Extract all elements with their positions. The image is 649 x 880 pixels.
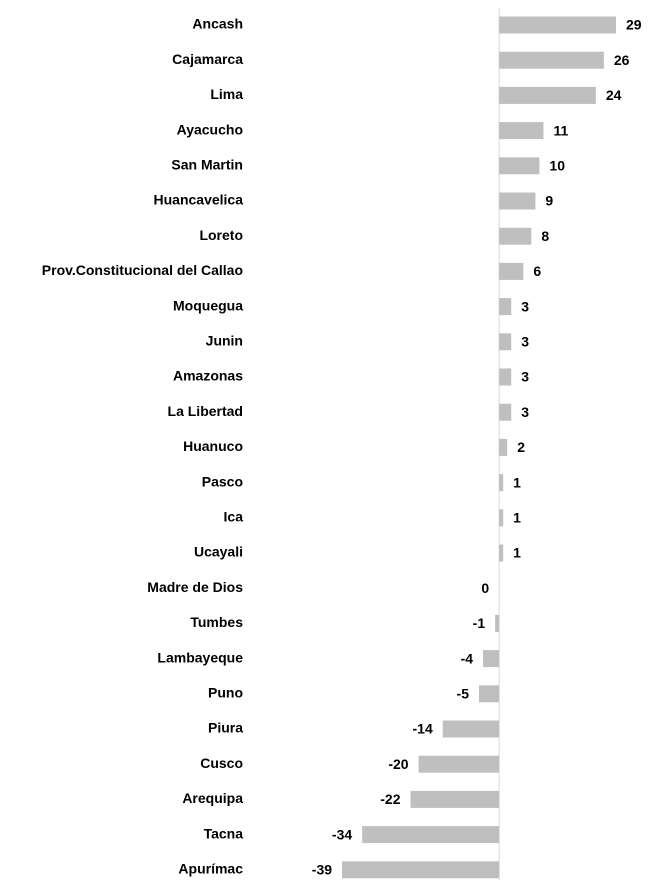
- bar: [499, 368, 512, 386]
- category-label: Huanuco: [183, 438, 243, 454]
- value-label: 3: [521, 334, 529, 350]
- value-label: -4: [461, 650, 474, 666]
- bar: [499, 157, 540, 175]
- value-label: 0: [481, 580, 489, 596]
- category-label: Moquegua: [173, 297, 243, 313]
- category-label: Prov.Constitucional del Callao: [42, 262, 243, 278]
- bar: [410, 790, 500, 808]
- value-label: 8: [541, 228, 549, 244]
- bar: [499, 333, 512, 351]
- category-label: San Martin: [171, 157, 243, 173]
- category-label: Puno: [208, 685, 243, 701]
- bar: [362, 826, 500, 844]
- value-label: 10: [549, 158, 565, 174]
- value-label: -39: [312, 862, 332, 878]
- category-label: Tumbes: [190, 614, 243, 630]
- category-label: Cusco: [200, 755, 243, 771]
- value-label: 1: [513, 474, 521, 490]
- category-label: Ancash: [192, 16, 243, 32]
- value-label: 2: [517, 439, 525, 455]
- bar: [418, 755, 500, 773]
- bar: [499, 16, 616, 34]
- value-label: 1: [513, 510, 521, 526]
- value-label: 29: [626, 17, 642, 33]
- value-label: -14: [413, 721, 433, 737]
- bar: [499, 51, 604, 69]
- category-label: Amazonas: [173, 368, 243, 384]
- value-label: -20: [388, 756, 408, 772]
- category-label: Arequipa: [182, 790, 243, 806]
- category-label: Ucayali: [194, 544, 243, 560]
- category-label: Junin: [206, 333, 243, 349]
- bar: [495, 614, 500, 632]
- value-label: -1: [473, 615, 486, 631]
- bar: [499, 122, 544, 140]
- bar: [442, 720, 500, 738]
- category-label: Ayacucho: [177, 121, 243, 137]
- bar: [499, 474, 504, 492]
- value-label: 26: [614, 52, 630, 68]
- value-label: 11: [553, 122, 568, 138]
- category-label: Lambayeque: [157, 649, 243, 665]
- bar: [499, 192, 536, 210]
- value-label: 9: [545, 193, 553, 209]
- value-label: 1: [513, 545, 521, 561]
- category-label: La Libertad: [168, 403, 243, 419]
- bar: [499, 262, 524, 280]
- category-label: Tacna: [204, 825, 244, 841]
- category-label: Huancavelica: [154, 192, 244, 208]
- bar: [483, 650, 500, 668]
- category-label: Lima: [210, 86, 243, 102]
- value-label: 3: [521, 404, 529, 420]
- category-label: Madre de Dios: [147, 579, 243, 595]
- bar: [499, 403, 512, 421]
- category-label: Cajamarca: [172, 51, 243, 67]
- bar: [499, 509, 504, 527]
- value-label: -22: [380, 791, 400, 807]
- bar: [499, 298, 512, 316]
- value-label: 6: [533, 263, 541, 279]
- value-label: -34: [332, 826, 352, 842]
- value-label: 3: [521, 298, 529, 314]
- bar: [499, 438, 508, 456]
- bar: [479, 685, 500, 703]
- category-label: Pasco: [202, 473, 243, 489]
- category-label: Ica: [224, 509, 244, 525]
- bar: [499, 86, 596, 104]
- category-label: Loreto: [199, 227, 243, 243]
- bar: [499, 544, 504, 562]
- value-label: 3: [521, 369, 529, 385]
- value-label: -5: [457, 686, 470, 702]
- bar: [342, 861, 500, 879]
- value-label: 24: [606, 87, 622, 103]
- category-label: Piura: [208, 720, 243, 736]
- category-label: Apurímac: [178, 861, 243, 877]
- bar: [499, 227, 532, 245]
